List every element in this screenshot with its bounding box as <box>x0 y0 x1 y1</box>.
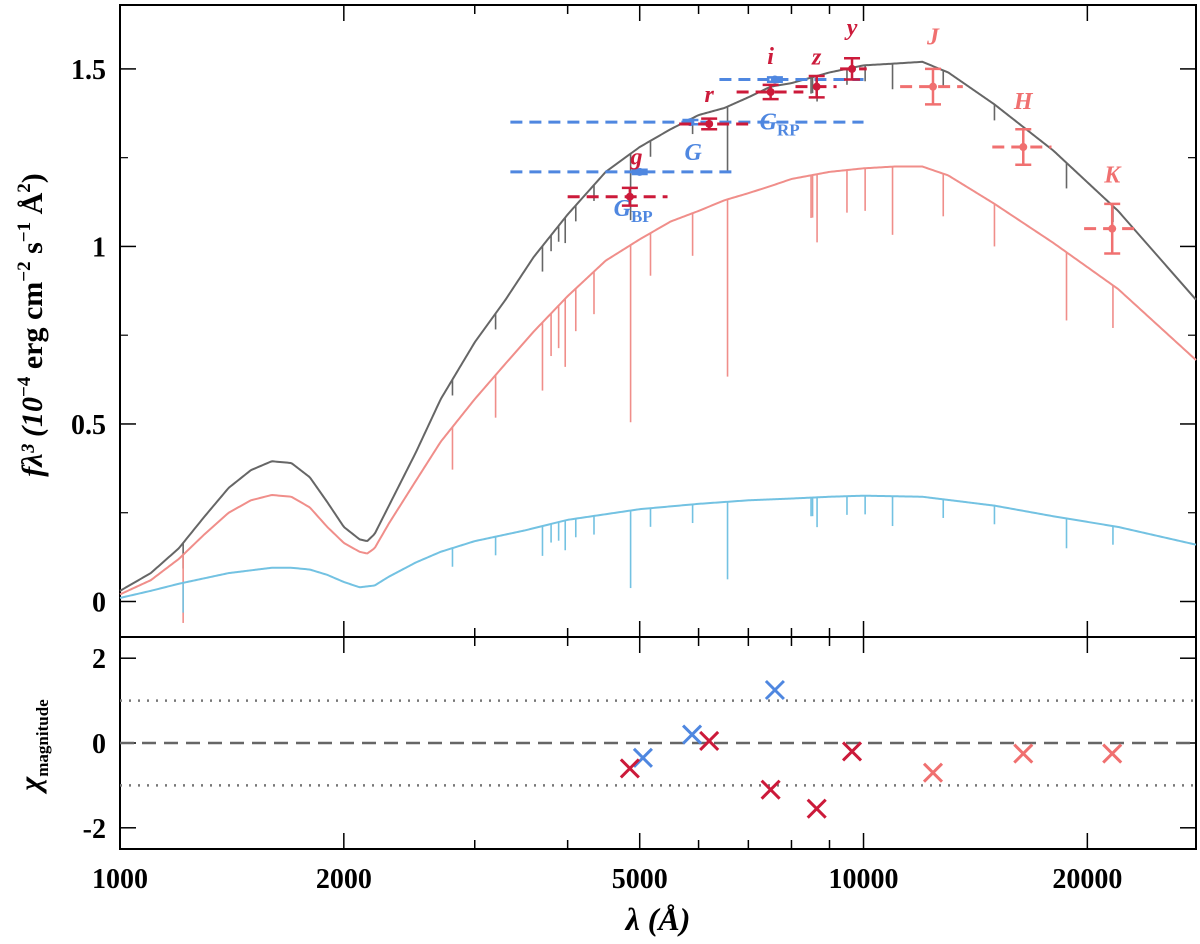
top-y-axis-title: fλ³ (10−4 erg cm−2 s−1 Å2) <box>14 173 49 477</box>
residual-marker <box>760 779 781 800</box>
residual-marker <box>806 798 827 819</box>
photometry-point <box>928 82 937 91</box>
band-label: y <box>844 15 858 41</box>
photometry-point <box>705 119 714 128</box>
band-label: GRP <box>760 110 800 140</box>
x-axis-title: λ (Å) <box>624 901 691 937</box>
residual-marker <box>619 758 640 779</box>
photometry-point <box>625 192 634 201</box>
photometry-point <box>1108 224 1117 233</box>
residual-marker <box>681 724 703 745</box>
tick-labels: 1000 2000 5000 10000 20000 0 0.5 1 1.5 -2 0 2 <box>71 55 1122 895</box>
x-tick-label: 5000 <box>612 864 668 895</box>
photometry-point <box>1019 143 1028 152</box>
model-spectrum-line <box>119 60 1197 592</box>
residual-reference-lines <box>120 699 1196 787</box>
bottom-y-axis-title: χmagnitude <box>14 699 52 795</box>
band-label: i <box>767 44 774 70</box>
band-label: g <box>629 145 642 171</box>
residual-marker <box>841 741 863 762</box>
axis-ticks <box>119 5 1196 849</box>
photometry-point <box>635 167 644 176</box>
y-tick-label: 1 <box>92 232 106 263</box>
residual-marker <box>1013 743 1034 764</box>
x-tick-label: 20000 <box>1052 864 1122 895</box>
photometry-point <box>766 87 775 96</box>
band-label: K <box>1103 163 1122 189</box>
model-spectrum-line <box>119 494 1197 599</box>
top-panel-frame <box>119 4 1197 638</box>
band-label: r <box>704 82 714 108</box>
y-tick-label: 2 <box>92 644 106 675</box>
residual-marker <box>764 679 785 701</box>
band-label: GBP <box>614 196 653 226</box>
y-tick-label: 0.5 <box>71 410 106 441</box>
y-tick-label: -2 <box>83 814 106 845</box>
band-label: G <box>684 140 702 166</box>
photometry-points: GBP G GRP g r i zy J H K <box>510 15 1140 255</box>
residual-marker <box>699 730 720 751</box>
y-tick-label: 0 <box>92 729 106 760</box>
residual-points <box>619 679 1123 819</box>
residual-marker <box>1102 743 1123 764</box>
x-tick-label: 1000 <box>92 864 148 895</box>
band-label: J <box>926 25 940 51</box>
residual-marker <box>922 762 944 783</box>
residual-marker <box>632 747 653 768</box>
band-label: H <box>1013 89 1034 115</box>
model-spectrum-line <box>119 165 1197 596</box>
model-spectra <box>119 60 1197 623</box>
x-tick-label: 2000 <box>316 864 372 895</box>
y-tick-label: 1.5 <box>71 55 106 86</box>
photometry-point <box>848 64 857 73</box>
photometry-point <box>770 75 779 84</box>
photometry-point <box>812 82 821 91</box>
band-label: z <box>811 45 822 71</box>
y-tick-label: 0 <box>92 587 106 618</box>
x-tick-label: 10000 <box>829 864 899 895</box>
